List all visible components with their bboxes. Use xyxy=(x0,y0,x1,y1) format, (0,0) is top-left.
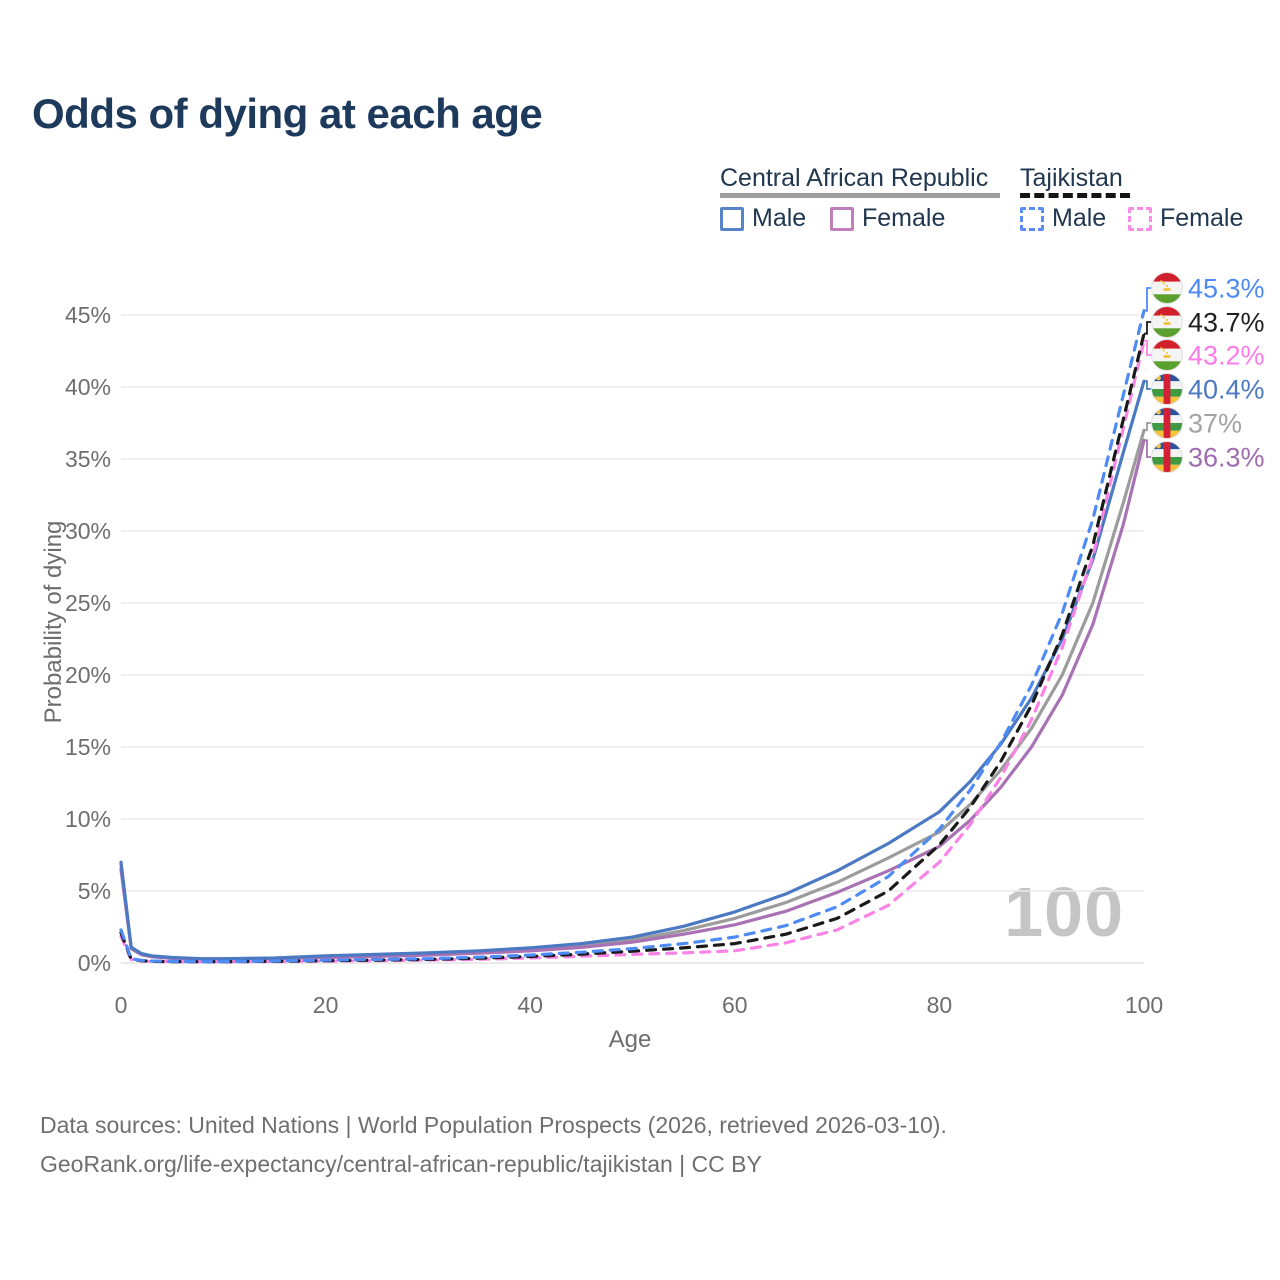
chart-legend: Central African Republic Tajikistan Male… xyxy=(0,0,1280,250)
end-value-label-tjk_female: 43.2% xyxy=(1188,341,1265,371)
legend-item-label: Male xyxy=(1052,204,1107,232)
x-tick-label: 0 xyxy=(115,992,128,1018)
tajikistan-female-swatch-icon xyxy=(1128,206,1152,231)
y-axis-title: Probability of dying xyxy=(40,520,67,724)
central-african-republic-flag-icon xyxy=(1151,373,1183,405)
series-line-tjk_male xyxy=(119,309,1146,964)
central-african-republic-flag-icon xyxy=(1151,441,1183,473)
age-watermark: 100 xyxy=(1004,873,1124,951)
tajikistan-flag-icon xyxy=(1151,306,1183,338)
legend-item-label: Female xyxy=(1160,204,1244,232)
page-title: Odds of dying at each age xyxy=(32,90,543,137)
series-line-tjk_female xyxy=(119,339,1146,964)
x-tick-label: 20 xyxy=(313,992,339,1018)
end-value-label-tjk_both: 43.7% xyxy=(1188,308,1265,338)
y-tick-label: 15% xyxy=(65,734,111,760)
legend-rule-tajikistan xyxy=(1020,193,1130,198)
legend-item-car-male[interactable]: Male xyxy=(720,204,806,233)
y-tick-label: 30% xyxy=(65,518,111,544)
car-male-swatch-icon xyxy=(720,206,744,231)
end-value-label-car_female: 36.3% xyxy=(1188,443,1265,473)
y-tick-label: 0% xyxy=(78,950,111,976)
central-african-republic-flag-icon xyxy=(1151,407,1183,439)
x-axis-title: Age xyxy=(608,1026,652,1053)
end-label-connector-tjk_both xyxy=(1144,321,1152,335)
footer: Data sources: United Nations | World Pop… xyxy=(40,1106,947,1184)
legend-group-title-tajikistan: Tajikistan xyxy=(1020,164,1123,192)
end-label-connector-car_both xyxy=(1144,422,1152,432)
legend-group-title-car: Central African Republic xyxy=(720,164,989,192)
legend-item-label: Male xyxy=(752,204,807,232)
tajikistan-flag-icon xyxy=(1151,272,1183,304)
legend-item-tajikistan-male[interactable]: Male xyxy=(1020,204,1106,233)
x-tick-label: 100 xyxy=(1125,992,1163,1018)
y-tick-label: 25% xyxy=(65,590,111,616)
car-female-swatch-icon xyxy=(830,206,854,231)
tajikistan-flag-icon xyxy=(1151,339,1183,371)
legend-item-car-female[interactable]: Female xyxy=(830,204,945,233)
x-tick-label: 80 xyxy=(927,992,953,1018)
attribution-line: GeoRank.org/life-expectancy/central-afri… xyxy=(40,1151,762,1177)
series-line-tjk_both xyxy=(119,332,1146,964)
x-tick-label: 40 xyxy=(517,992,543,1018)
y-tick-label: 10% xyxy=(65,806,111,832)
tajikistan-male-swatch-icon xyxy=(1020,206,1044,231)
end-value-label-car_both: 37% xyxy=(1188,409,1242,439)
data-sources-line: Data sources: United Nations | World Pop… xyxy=(40,1112,947,1138)
y-tick-label: 5% xyxy=(78,878,111,904)
legend-item-tajikistan-female[interactable]: Female xyxy=(1128,204,1243,233)
legend-item-label: Female xyxy=(862,204,946,232)
end-label-connector-car_female xyxy=(1144,439,1152,458)
end-label-connector-tjk_female xyxy=(1144,340,1152,356)
end-value-label-car_male: 40.4% xyxy=(1188,375,1265,405)
y-tick-label: 35% xyxy=(65,446,111,472)
x-tick-label: 60 xyxy=(722,992,748,1018)
y-tick-label: 40% xyxy=(65,374,111,400)
legend-rule-car xyxy=(720,193,1000,198)
end-label-connector-car_male xyxy=(1144,380,1152,390)
end-value-label-tjk_male: 45.3% xyxy=(1188,274,1265,304)
y-tick-label: 45% xyxy=(65,302,111,328)
y-tick-label: 20% xyxy=(65,662,111,688)
end-label-connector-tjk_male xyxy=(1144,287,1152,312)
